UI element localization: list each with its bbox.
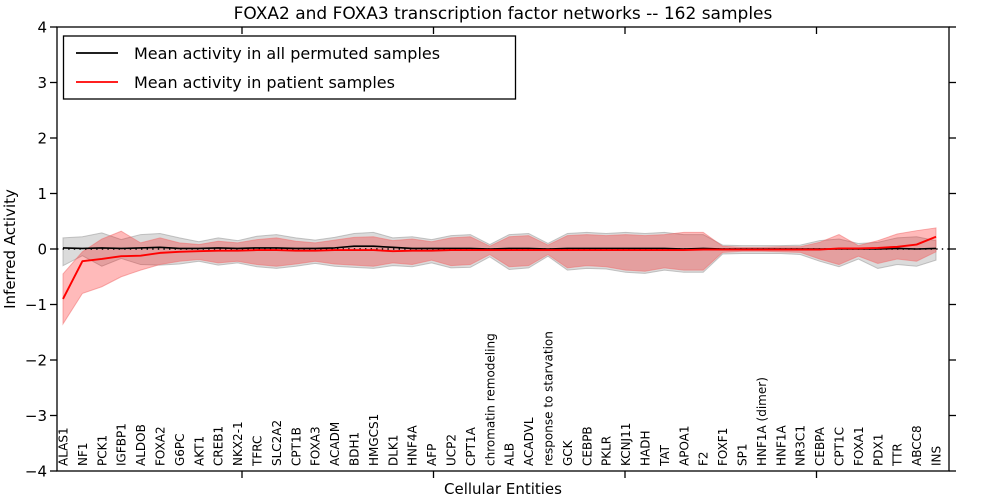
y-tick-label: 3 (37, 74, 47, 92)
x-tick-label: CPT1B (289, 427, 303, 466)
legend-box (62, 35, 517, 100)
x-tick-label: ACADVL (522, 417, 536, 466)
x-tick-label: BDH1 (348, 432, 362, 466)
x-tick-label: NF1 (76, 442, 90, 466)
x-tick-labels: ALAS1 NF1 PCK1 IGFBP1 ALDOB FOXA2 G6PC AKT1 CREB… (57, 331, 944, 467)
x-tick-label: IGFBP1 (115, 423, 129, 466)
x-tick-label: DLK1 (386, 435, 400, 466)
y-tick-label: −1 (25, 296, 47, 314)
x-tick-label: CPT1A (464, 426, 478, 466)
x-tick-label: CEBPB (580, 426, 594, 466)
x-axis-label: Cellular Entities (444, 480, 562, 498)
legend-label-patient: Mean activity in patient samples (134, 73, 395, 92)
x-tick-label: UCP2 (445, 434, 459, 466)
x-tick-label: FOXA1 (852, 426, 866, 466)
x-tick-label: PDX1 (871, 434, 885, 466)
x-tick-label: FOXA3 (309, 426, 323, 466)
x-tick-label: GCK (561, 439, 575, 466)
y-tick-label: 0 (37, 241, 47, 259)
y-tick-label: 2 (37, 130, 47, 148)
x-tick-label: SP1 (736, 444, 750, 467)
confidence-bands (62, 227, 937, 326)
x-tick-label: HNF4A (406, 424, 420, 466)
x-tick-label: HMGCS1 (367, 414, 381, 466)
x-tick-label: HNF1A (dimer) (755, 377, 769, 466)
x-tick-label: FOXF1 (716, 428, 730, 466)
y-axis-label: Inferred Activity (1, 189, 19, 309)
y-tick-label: −4 (25, 463, 47, 481)
x-tick-label: NKX2-1 (231, 421, 245, 466)
legend-label-permuted: Mean activity in all permuted samples (134, 44, 440, 63)
x-tick-label: FOXA2 (154, 426, 168, 466)
chart-title: FOXA2 and FOXA3 transcription factor net… (234, 4, 773, 24)
x-tick-label: AFP (425, 444, 439, 466)
x-tick-label: ALAS1 (57, 427, 71, 466)
x-tick-label: APOA1 (677, 425, 691, 466)
x-tick-label: chromatin remodeling (483, 333, 497, 466)
x-tick-label: INS (930, 446, 944, 466)
x-tick-label: CPT1C (833, 427, 847, 466)
y-tick-label: 1 (37, 185, 47, 203)
series-lines (62, 235, 937, 300)
x-tick-label: PCK1 (95, 435, 109, 466)
axis-ticks (50, 26, 956, 478)
x-tick-label: F2 (697, 451, 711, 466)
y-tick-label: −2 (25, 352, 47, 370)
x-tick-label: TAT (658, 444, 672, 467)
patient-mean-line (62, 235, 937, 300)
x-tick-label: ALB (503, 443, 517, 466)
y-tick-label: 4 (37, 19, 47, 37)
x-tick-label: ABCC8 (910, 425, 924, 466)
x-tick-label: SLC2A2 (270, 420, 284, 466)
legend: Mean activity in all permuted samples Me… (62, 35, 517, 100)
x-tick-label: TFRC (251, 436, 265, 467)
x-tick-label: CREB1 (212, 426, 226, 466)
y-tick-labels: 4 3 2 1 0 −1 −2 −3 −4 (25, 19, 47, 481)
x-tick-label: HNF1A (774, 424, 788, 466)
y-tick-label: −3 (25, 407, 47, 425)
x-tick-label: NR3C1 (794, 425, 808, 466)
x-tick-label: G6PC (173, 433, 187, 466)
x-tick-label: KCNJ11 (619, 423, 633, 466)
x-tick-label: TTR (891, 443, 905, 467)
x-tick-label: PKLR (600, 436, 614, 466)
x-tick-label: HADH (639, 431, 653, 467)
x-tick-label: ACADM (328, 422, 342, 466)
patient-band (62, 227, 937, 326)
x-tick-label: ALDOB (134, 424, 148, 466)
x-tick-label: AKT1 (192, 436, 206, 466)
x-tick-label: CEBPA (813, 426, 827, 466)
x-tick-label: response to starvation (542, 331, 556, 466)
